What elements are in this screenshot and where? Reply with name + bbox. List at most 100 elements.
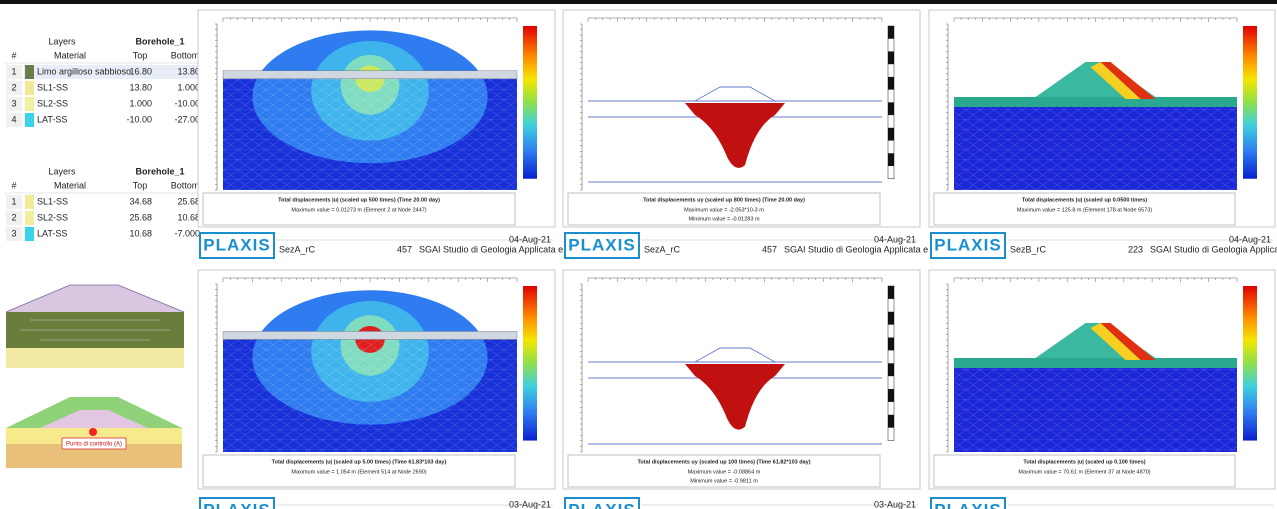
step: 457 (397, 244, 412, 254)
material-swatch (25, 211, 34, 225)
bottom-value: 1.000 (177, 82, 200, 92)
caption-title: Total displacements |u| (scaled up 5.00 … (272, 459, 447, 465)
caption-min: Minimum value = -0.9811 m (690, 478, 758, 484)
page: Punto di controllo (A) LayersBorehole_1#… (0, 0, 1277, 509)
material-name: SL2-SS (37, 98, 68, 108)
company: SGAI Studio di Geologia Applicata e (784, 244, 928, 254)
top-bar (0, 0, 1277, 4)
result-panel: Total displacements uy (scaled up 800 ti… (563, 10, 928, 258)
row-number: 2 (11, 82, 16, 92)
table-header: Material (54, 180, 86, 190)
colorbar (523, 286, 537, 441)
colorbar-segment (888, 153, 894, 166)
colorbar-segment (888, 389, 894, 402)
result-panel: Total displacements |u| (scaled up 500 t… (198, 10, 563, 258)
surface-layer (954, 97, 1237, 107)
colorbar-segment (888, 102, 894, 115)
caption-title: Total displacements |u| (scaled up 0.050… (1022, 197, 1147, 203)
table-header: # (11, 50, 16, 60)
project-name: SezA_rC (279, 244, 316, 254)
project-name: SezA_rC (644, 244, 681, 254)
material-name: SL1-SS (37, 82, 68, 92)
colorbar-segment (888, 363, 894, 376)
material-name: LAT-SS (37, 228, 67, 238)
material-swatch (25, 195, 34, 209)
table-header: Borehole_1 (135, 36, 184, 46)
material-name: Limo argilloso sabbioso (37, 66, 131, 76)
top-value: 25.68 (129, 212, 152, 222)
material-swatch (25, 81, 34, 95)
table-header: Layers (48, 36, 76, 46)
colorbar-segment (888, 415, 894, 428)
bottom-value: 13.80 (177, 66, 200, 76)
bottom-value: 25.68 (177, 196, 200, 206)
material-swatch (25, 97, 34, 111)
soil-mesh-grid (223, 79, 517, 190)
material-swatch (25, 227, 34, 241)
table-header: Top (133, 180, 148, 190)
colorbar (1243, 26, 1257, 179)
surface-hatch (223, 331, 517, 339)
surface-hatch (223, 71, 517, 79)
result-panel: Total displacements |u| (scaled up 0.050… (929, 10, 1277, 258)
date: 04-Aug-21 (1229, 234, 1271, 244)
logo: PLAXIS (934, 235, 1001, 254)
logo: PLAXIS (568, 235, 635, 254)
row-number: 1 (11, 196, 16, 206)
soil-mesh-grid (954, 107, 1237, 190)
material-swatch (25, 65, 34, 79)
logo: PLAXIS (568, 500, 635, 509)
row-number: 2 (11, 212, 16, 222)
caption-max: Maximum value = 125.8 m (Element 178 at … (1017, 207, 1152, 213)
caption-max: Maximum value = -2.053*10-3 m (684, 207, 764, 213)
caption-title: Total displacements |u| (scaled up 0.100… (1023, 459, 1145, 465)
colorbar (1243, 286, 1257, 441)
caption-title: Total displacements |u| (scaled up 500 t… (278, 197, 440, 203)
soil-mesh-grid (223, 339, 517, 452)
caption-max: Maximum value = -0.08864 m (688, 469, 761, 475)
table-header: Bottom (171, 50, 200, 60)
caption-min: Minimum value = -0.01283 m (688, 216, 759, 222)
logo: PLAXIS (203, 500, 270, 509)
section-sketch-1 (6, 285, 184, 368)
top-value: 1.000 (129, 98, 152, 108)
colorbar-segment (888, 286, 894, 299)
date: 04-Aug-21 (509, 234, 551, 244)
bottom-value: -7.000 (174, 228, 200, 238)
table-header: Layers (48, 166, 76, 176)
date: 03-Aug-21 (509, 499, 551, 509)
table-header: Borehole_1 (135, 166, 184, 176)
colorbar-segment (888, 77, 894, 90)
bottom-value: 10.68 (177, 212, 200, 222)
colorbar-segment (888, 26, 894, 39)
caption-title: Total displacements uy (scaled up 800 ti… (643, 197, 805, 203)
colorbar-segment (888, 51, 894, 64)
caption-max: Maximum value = 0.01273 m (Element 2 at … (291, 207, 426, 213)
row-number: 3 (11, 228, 16, 238)
step: 457 (762, 244, 777, 254)
soil-mesh-grid (954, 368, 1237, 452)
caption-max: Maximum value = 70.61 m (Element 37 at N… (1018, 469, 1150, 475)
result-panel: Total displacements uy (scaled up 100 ti… (563, 270, 920, 509)
bottom-value: -27.00 (174, 114, 200, 124)
row-number: 1 (11, 66, 16, 76)
caption-title: Total displacements uy (scaled up 100 ti… (637, 459, 810, 465)
colorbar (523, 26, 537, 179)
result-panel: Total displacements |u| (scaled up 0.100… (929, 270, 1275, 509)
table-header: Material (54, 50, 86, 60)
surface-layer (954, 358, 1237, 368)
top-value: 10.68 (129, 228, 152, 238)
logo: PLAXIS (934, 500, 1001, 509)
colorbar-segment (888, 128, 894, 141)
material-name: LAT-SS (37, 114, 67, 124)
top-value: 16.80 (129, 66, 152, 76)
bottom-value: -10.00 (174, 98, 200, 108)
logo: PLAXIS (203, 235, 270, 254)
table-header: Bottom (171, 180, 200, 190)
material-swatch (25, 113, 34, 127)
top-value: 13.80 (129, 82, 152, 92)
table-header: # (11, 180, 16, 190)
date: 04-Aug-21 (874, 234, 916, 244)
row-number: 4 (11, 114, 16, 124)
company: SGAI Studio di Geologia Applicata e (419, 244, 563, 254)
